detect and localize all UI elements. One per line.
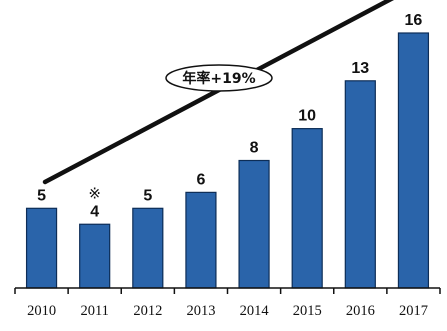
data-label-2013: 6 [196, 171, 205, 188]
bar-2011 [79, 223, 111, 289]
x-tick-label-2011: 2011 [80, 303, 108, 319]
bar-2010 [25, 207, 58, 289]
data-label-2017: 16 [405, 12, 423, 29]
data-label-2011: 4 [90, 203, 99, 220]
x-tick-label-2015: 2015 [293, 303, 322, 319]
x-tick-label-2014: 2014 [240, 303, 270, 319]
bar-2015 [291, 128, 323, 289]
bar-2016 [344, 80, 376, 289]
x-tick-label-2017: 2017 [399, 303, 428, 319]
x-axis: 2010 2011 2012 2013 2014 2015 2016 2017 [14, 287, 441, 319]
value-labels-layer: 5 4※ 5 6 8 10 13 16 [37, 12, 422, 220]
bar-2014 [238, 159, 270, 289]
x-tick-label-2012: 2012 [133, 303, 162, 319]
x-tick-label-2010: 2010 [27, 303, 56, 319]
data-label-2016: 13 [351, 60, 369, 77]
data-label-2012: 5 [143, 187, 152, 204]
bar-2012 [132, 207, 164, 289]
trend-badge [165, 64, 273, 92]
data-label-2015: 10 [298, 108, 316, 125]
bars-layer [25, 32, 430, 289]
trend-badge-layer: 年率+19% [165, 64, 273, 92]
x-tick-label-2013: 2013 [186, 303, 215, 319]
trend-badge-label: 年率+19% [182, 70, 255, 87]
note-mark-2011: ※ [88, 184, 101, 202]
data-label-2010: 5 [37, 187, 46, 204]
data-label-2014: 8 [250, 140, 259, 157]
x-tick-label-2016: 2016 [346, 303, 375, 319]
bar-2017 [397, 32, 430, 289]
bar-2013 [185, 191, 217, 289]
